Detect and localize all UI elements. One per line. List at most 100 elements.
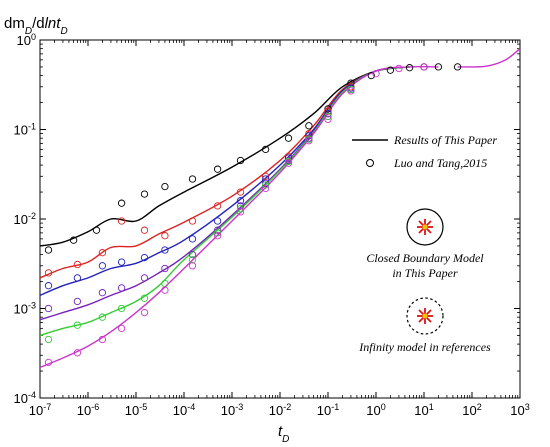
data-point: [188, 235, 197, 243]
data-point: [44, 304, 53, 313]
data-point: [324, 110, 332, 118]
data-point: [367, 71, 375, 80]
data-point: [261, 181, 270, 189]
y-tick-label: 10-3: [14, 301, 36, 317]
legend-line-label: Results of This Paper: [393, 133, 497, 147]
infinity-boundary-circle: [406, 297, 444, 335]
data-point: [261, 145, 270, 154]
data-point: [386, 66, 395, 74]
data-point: [73, 321, 82, 329]
data-point: [372, 70, 380, 78]
data-point: [305, 137, 313, 145]
data-point: [213, 165, 222, 173]
data-point: [98, 289, 107, 297]
y-tick-label: 10-1: [14, 122, 36, 138]
axis-tick-labels: 10-7 10-6 10-5 10-4 10-3 10-2 10-1 100 101 102 103…: [14, 32, 530, 418]
series-curve: [39, 66, 410, 279]
data-point: [213, 226, 222, 234]
data-point: [140, 274, 149, 282]
data-point: [213, 202, 222, 210]
series-points: [44, 63, 462, 367]
data-point: [305, 129, 313, 138]
data-point: [140, 226, 149, 234]
data-point: [92, 226, 101, 234]
data-point: [347, 87, 355, 95]
data-point: [284, 159, 293, 167]
data-point: [117, 258, 126, 266]
data-point: [188, 217, 197, 225]
data-point: [98, 313, 107, 321]
infinity-model-label: Infinity model in references: [358, 340, 491, 354]
data-point: [161, 264, 169, 273]
x-tick-label: 10-4: [173, 402, 195, 418]
data-point: [73, 349, 82, 357]
data-point: [305, 132, 313, 140]
data-point: [140, 294, 149, 302]
data-point: [44, 358, 53, 367]
infinity-model-schematic: Infinity model in references: [358, 297, 491, 354]
legend-marker-swatch: [366, 159, 374, 167]
data-point: [236, 197, 245, 205]
data-point: [261, 172, 270, 180]
y-tick-label: 10-2: [14, 211, 36, 227]
data-point: [117, 324, 126, 333]
data-point: [140, 190, 149, 198]
data-point: [324, 107, 332, 115]
x-tick-label: 10-5: [125, 402, 147, 418]
closed-boundary-schematic: Closed Boundary Model in This Paper: [366, 208, 484, 280]
x-tick-label: 10-3: [221, 402, 243, 418]
data-point: [188, 250, 197, 259]
series-curve: [39, 66, 410, 297]
data-point: [140, 253, 149, 262]
data-point: [188, 262, 197, 270]
data-point: [453, 63, 462, 71]
data-point: [236, 205, 245, 213]
data-point: [236, 156, 245, 165]
data-point: [236, 188, 245, 196]
late-time-rise-curve: [457, 48, 521, 68]
data-point: [213, 232, 222, 240]
x-tick-label: 103: [510, 402, 529, 418]
data-point: [324, 105, 332, 113]
data-point: [284, 154, 293, 162]
data-point: [44, 246, 53, 254]
series-curves: [39, 48, 521, 369]
data-point: [44, 335, 53, 344]
x-tick-label: 10-1: [317, 402, 339, 418]
data-point: [98, 335, 107, 344]
closed-model-label-line1: Closed Boundary Model: [366, 251, 484, 265]
data-point: [117, 217, 126, 225]
data-point: [213, 229, 222, 237]
closed-model-label-line2: in This Paper: [392, 266, 458, 280]
y-tick-label: 100: [17, 32, 36, 48]
data-point: [73, 297, 82, 306]
data-point: [161, 232, 169, 240]
data-point: [236, 208, 245, 216]
well-dot: [422, 224, 428, 230]
x-axis-title: tD: [278, 423, 289, 445]
data-point: [213, 217, 222, 225]
data-point: [434, 63, 443, 71]
x-tick-label: 101: [414, 402, 433, 418]
y-tick-label: 10-4: [14, 390, 36, 406]
data-point: [305, 122, 313, 130]
data-point: [117, 304, 126, 313]
data-point: [405, 64, 414, 72]
well-dot: [422, 313, 428, 319]
legend-marker-label: Luo and Tang,2015: [393, 156, 487, 170]
data-point: [73, 274, 82, 282]
data-point: [98, 249, 107, 257]
data-point: [161, 182, 169, 191]
data-point: [98, 262, 107, 270]
x-tick-label: 102: [462, 402, 481, 418]
data-point: [44, 269, 53, 277]
data-point: [188, 175, 197, 183]
legend: Results of This Paper Luo and Tang,2015: [352, 133, 497, 170]
axis-ticks: [39, 39, 521, 399]
data-point: [117, 199, 126, 207]
data-point: [395, 64, 403, 73]
data-point: [140, 308, 149, 317]
data-point: [117, 284, 126, 292]
data-point: [324, 115, 332, 123]
